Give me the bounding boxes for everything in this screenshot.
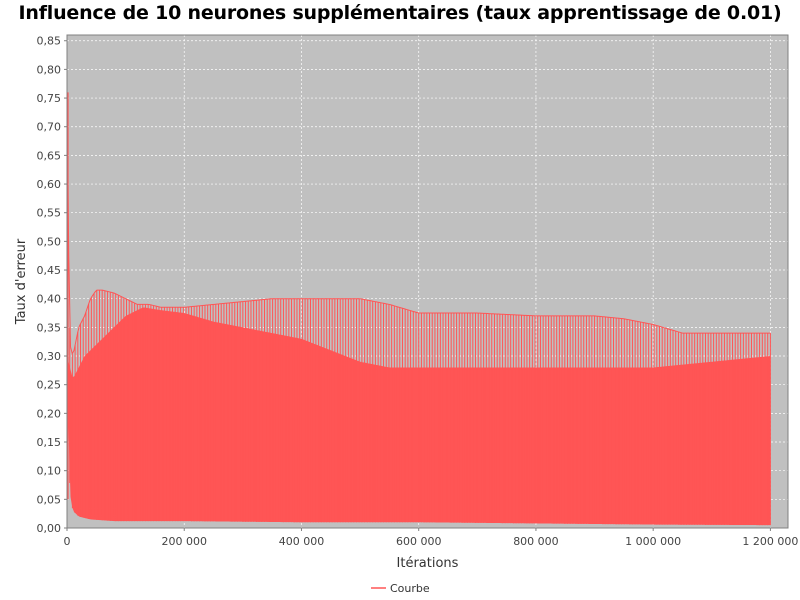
x-tick-label: 0: [64, 535, 71, 548]
y-tick-label: 0,75: [37, 92, 62, 105]
y-tick-label: 0,65: [37, 149, 62, 162]
x-tick-label: 1 200 000: [742, 535, 798, 548]
y-tick-label: 0,50: [37, 235, 62, 248]
y-tick-label: 0,30: [37, 350, 62, 363]
legend: Courbe: [371, 582, 430, 595]
y-tick-label: 0,45: [37, 264, 62, 277]
x-tick-label: 800 000: [513, 535, 559, 548]
x-tick-label: 400 000: [279, 535, 325, 548]
y-tick-label: 0,05: [37, 493, 62, 506]
x-axis-label: Itérations: [397, 556, 459, 571]
y-tick-label: 0,15: [37, 436, 62, 449]
y-tick-label: 0,85: [37, 35, 62, 48]
y-tick-label: 0,70: [37, 121, 62, 134]
x-tick-label: 200 000: [161, 535, 207, 548]
y-tick-label: 0,20: [37, 407, 62, 420]
x-tick-label: 1 000 000: [625, 535, 681, 548]
x-axis-ticks: 0 200 000 400 000 600 000 800 000 1 000 000 1 …: [64, 528, 798, 548]
plot-border: [66, 34, 789, 529]
y-axis-label: Taux d'erreur: [14, 238, 29, 325]
legend-label: Courbe: [390, 582, 430, 595]
y-tick-label: 0,55: [37, 207, 62, 220]
y-tick-label: 0,60: [37, 178, 62, 191]
y-tick-label: 0,40: [37, 293, 62, 306]
chart-title: Influence de 10 neurones supplémentaires…: [18, 2, 782, 24]
y-axis-ticks: 0,00 0,05 0,10 0,15 0,20 0,25 0,30 0,35 0,40 0,45…: [37, 35, 67, 535]
x-tick-label: 600 000: [396, 535, 442, 548]
y-tick-label: 0,10: [37, 465, 62, 478]
y-tick-label: 0,00: [37, 522, 62, 535]
series-line: [66, 92, 771, 356]
y-tick-label: 0,80: [37, 63, 62, 76]
y-tick-label: 0,35: [37, 321, 62, 334]
y-tick-label: 0,25: [37, 379, 62, 392]
